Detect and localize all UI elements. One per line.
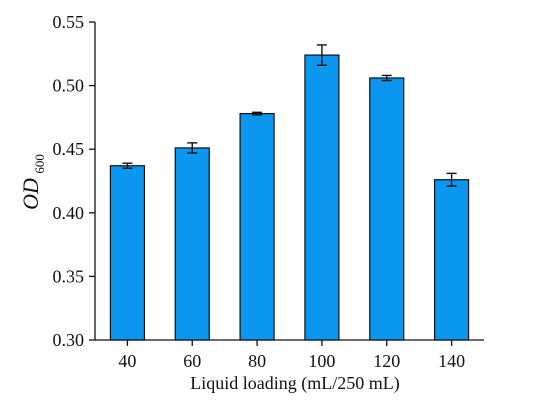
- y-tick-label-0.35: 0.35: [53, 266, 85, 286]
- x-tick-label-80: 80: [248, 351, 266, 371]
- y-axis: 0.30 0.35 0.40 0.45 0.50 0.55: [53, 12, 96, 350]
- bars: [109, 54, 470, 341]
- bar-100: [304, 54, 340, 341]
- x-axis: 40 60 80 100 120 140: [95, 339, 484, 371]
- x-tick-label-120: 120: [373, 351, 400, 371]
- x-tick-label-60: 60: [183, 351, 201, 371]
- x-tick-label-140: 140: [438, 351, 465, 371]
- bar-40: [109, 165, 146, 341]
- y-tick-label-0.55: 0.55: [53, 12, 85, 32]
- error-bars: [122, 44, 457, 187]
- bar-140: [433, 179, 470, 341]
- y-axis-label-sub: 600: [32, 154, 47, 174]
- x-axis-label: Liquid loading (mL/250 mL): [190, 373, 399, 394]
- bar-60: [174, 147, 210, 341]
- x-tick-label-100: 100: [308, 351, 335, 371]
- y-axis-label-main: OD: [18, 178, 43, 210]
- y-tick-label-0.40: 0.40: [53, 203, 85, 223]
- y-tick-label-0.45: 0.45: [53, 139, 85, 159]
- y-tick-label-0.50: 0.50: [53, 76, 85, 96]
- y-axis-label: OD 600: [18, 154, 47, 210]
- bar-120: [369, 77, 405, 341]
- x-tick-label-40: 40: [118, 351, 136, 371]
- y-tick-label-0.30: 0.30: [53, 330, 85, 350]
- bar-80: [239, 112, 275, 341]
